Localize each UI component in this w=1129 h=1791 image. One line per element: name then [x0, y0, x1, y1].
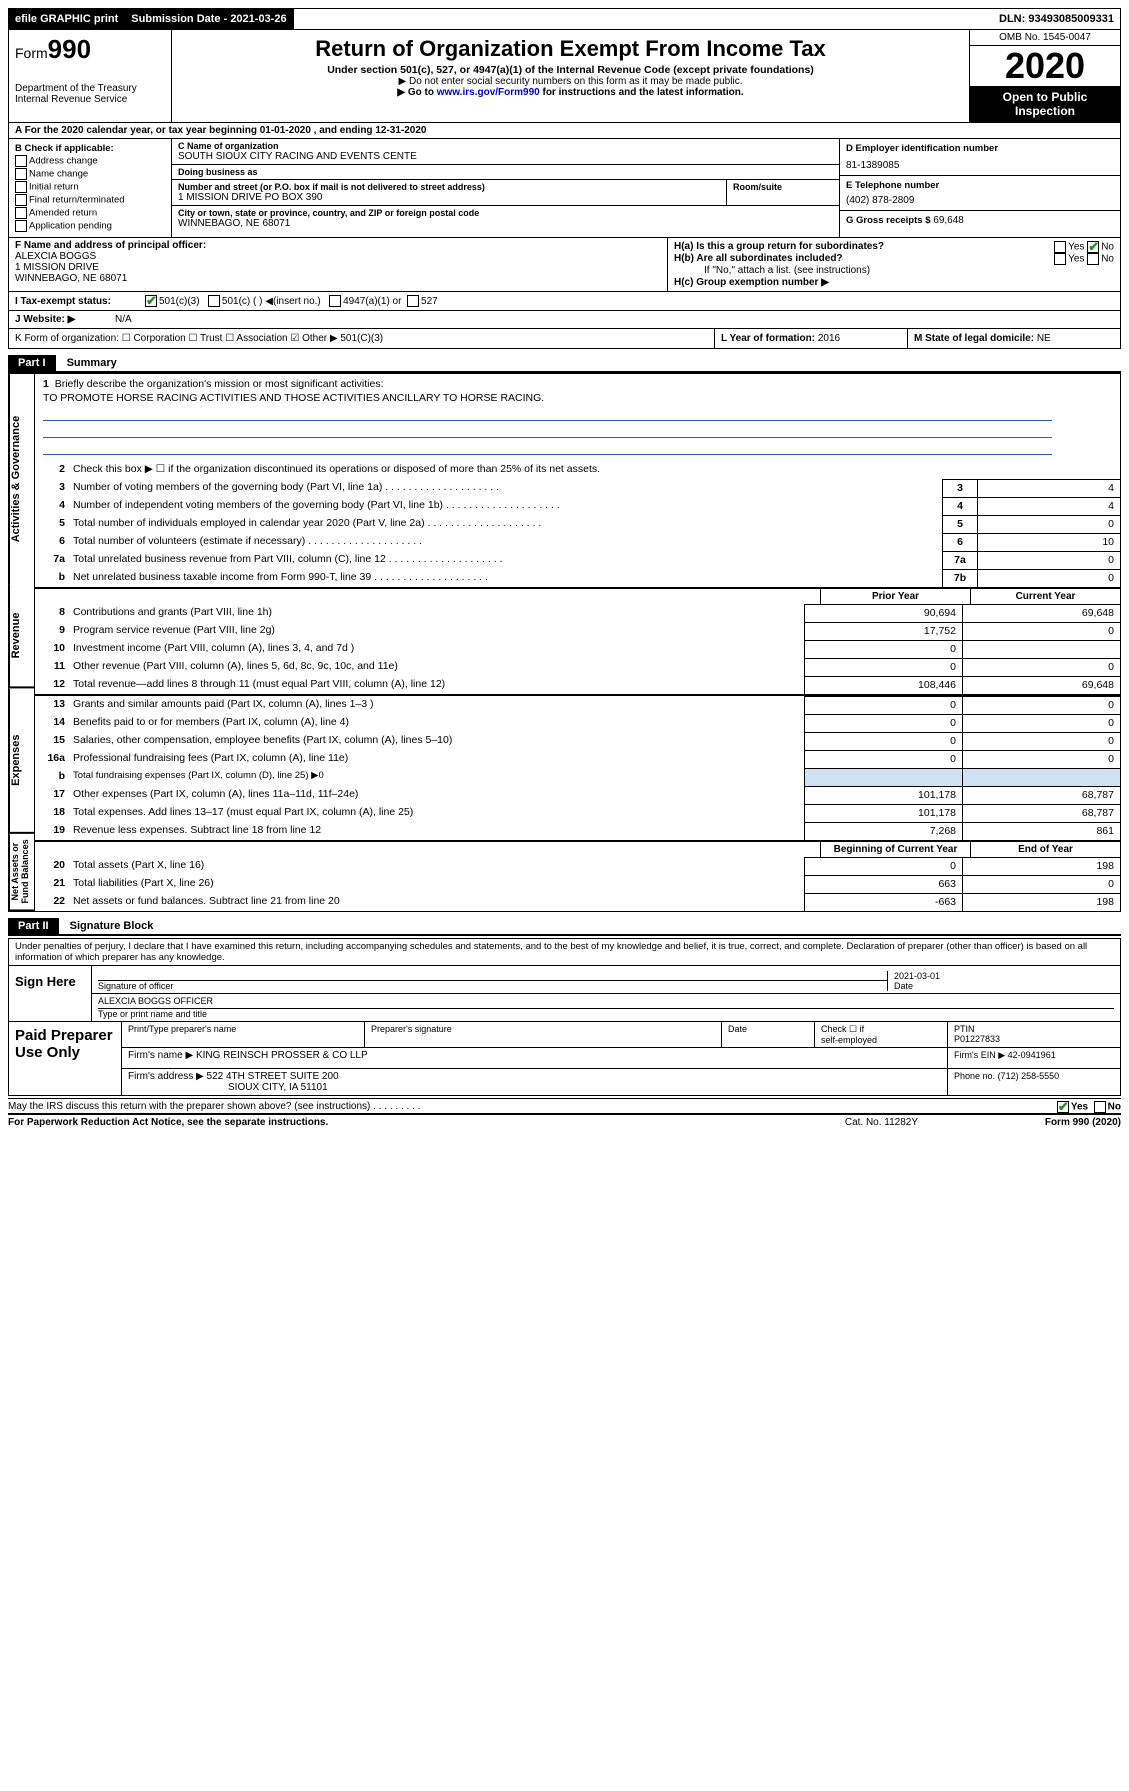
dept-treasury: Department of the Treasury — [15, 83, 165, 94]
year-formation: 2016 — [818, 333, 840, 344]
vtab-expenses: Expenses — [9, 689, 34, 834]
vtab-netassets: Net Assets or Fund Balances — [9, 834, 34, 911]
l10-cy — [962, 640, 1120, 658]
form-ref: Form 990 (2020) — [1045, 1117, 1121, 1128]
firm-name: KING REINSCH PROSSER & CO LLP — [196, 1050, 368, 1061]
l11-py: 0 — [804, 658, 962, 676]
ein: 81-1389085 — [846, 160, 1114, 171]
part-ii-tag: Part II — [8, 918, 59, 934]
l14-cy: 0 — [962, 714, 1120, 732]
row-i-status: I Tax-exempt status: 501(c)(3) 501(c) ( … — [8, 291, 1121, 310]
mission-text: TO PROMOTE HORSE RACING ACTIVITIES AND T… — [43, 390, 1112, 404]
line5-val: 0 — [977, 515, 1120, 533]
org-name: SOUTH SIOUX CITY RACING AND EVENTS CENTE — [178, 151, 833, 162]
officer-name: ALEXCIA BOGGS — [15, 251, 96, 262]
submission-date: Submission Date - 2021-03-26 — [125, 9, 293, 29]
bottom-row: For Paperwork Reduction Act Notice, see … — [8, 1113, 1121, 1128]
row-klm: K Form of organization: ☐ Corporation ☐ … — [8, 329, 1121, 349]
l12-py: 108,446 — [804, 676, 962, 694]
l16a-py: 0 — [804, 750, 962, 768]
sign-here-label: Sign Here — [9, 966, 92, 1021]
l22-cy: 198 — [962, 893, 1120, 911]
form-header: Form990 Department of the Treasury Inter… — [8, 30, 1121, 123]
part-i-title: Summary — [59, 357, 117, 369]
firm-addr1: 522 4TH STREET SUITE 200 — [207, 1071, 339, 1082]
l20-cy: 198 — [962, 857, 1120, 875]
firm-phone: (712) 258-5550 — [998, 1071, 1060, 1081]
efile-topbar: efile GRAPHIC print Submission Date - 20… — [8, 8, 1121, 30]
omb-number: OMB No. 1545-0047 — [970, 30, 1120, 46]
line7b-val: 0 — [977, 569, 1120, 587]
form-number: Form990 — [15, 34, 165, 65]
state-domicile: NE — [1037, 333, 1051, 344]
vtab-revenue: Revenue — [9, 584, 34, 688]
summary-table: Activities & Governance Revenue Expenses… — [8, 373, 1121, 912]
l17-cy: 68,787 — [962, 786, 1120, 804]
telephone: (402) 878-2809 — [846, 195, 1114, 206]
part-ii-title: Signature Block — [62, 920, 154, 932]
line3-val: 4 — [977, 479, 1120, 497]
l14-py: 0 — [804, 714, 962, 732]
efile-label: efile GRAPHIC print — [9, 9, 125, 29]
block-bcd: B Check if applicable: Address change Na… — [8, 139, 1121, 237]
gross-receipts: 69,648 — [933, 215, 964, 226]
line4-val: 4 — [977, 497, 1120, 515]
firm-ein: 42-0941961 — [1008, 1050, 1056, 1060]
cat-no: Cat. No. 11282Y — [845, 1117, 1045, 1128]
line7a-val: 0 — [977, 551, 1120, 569]
form-title: Return of Organization Exempt From Incom… — [178, 36, 963, 62]
l15-cy: 0 — [962, 732, 1120, 750]
dept-irs: Internal Revenue Service — [15, 94, 165, 105]
l18-py: 101,178 — [804, 804, 962, 822]
part-i-tag: Part I — [8, 355, 56, 371]
row-a-period: A For the 2020 calendar year, or tax yea… — [8, 123, 1121, 139]
firm-addr2: SIOUX CITY, IA 51101 — [128, 1082, 328, 1093]
city: WINNEBAGO, NE 68071 — [178, 218, 833, 229]
officer-printed: ALEXCIA BOGGS OFFICER — [98, 996, 213, 1006]
l13-py: 0 — [804, 696, 962, 714]
ptin: P01227833 — [954, 1034, 1000, 1044]
col-d-ids: D Employer identification number 81-1389… — [840, 139, 1120, 237]
form-subtitle-3: ▶ Go to www.irs.gov/Form990 for instruct… — [178, 87, 963, 98]
l10-py: 0 — [804, 640, 962, 658]
l16a-cy: 0 — [962, 750, 1120, 768]
irs-link[interactable]: www.irs.gov/Form990 — [437, 87, 540, 98]
l8-py: 90,694 — [804, 604, 962, 622]
l9-cy: 0 — [962, 622, 1120, 640]
form-subtitle-1: Under section 501(c), 527, or 4947(a)(1)… — [178, 64, 963, 76]
open-public: Open to Public Inspection — [970, 86, 1120, 122]
l22-py: -663 — [804, 893, 962, 911]
l15-py: 0 — [804, 732, 962, 750]
dln: DLN: 93493085009331 — [993, 9, 1120, 29]
l20-py: 0 — [804, 857, 962, 875]
website: N/A — [115, 314, 132, 325]
perjury-declaration: Under penalties of perjury, I declare th… — [9, 939, 1120, 965]
l11-cy: 0 — [962, 658, 1120, 676]
signature-block: Under penalties of perjury, I declare th… — [8, 938, 1121, 1022]
col-b-checkboxes: B Check if applicable: Address change Na… — [9, 139, 172, 237]
form-subtitle-2: ▶ Do not enter social security numbers o… — [178, 76, 963, 87]
form-of-org: K Form of organization: ☐ Corporation ☐ … — [9, 329, 715, 348]
l13-cy: 0 — [962, 696, 1120, 714]
l17-py: 101,178 — [804, 786, 962, 804]
l21-cy: 0 — [962, 875, 1120, 893]
col-c-org: C Name of organization SOUTH SIOUX CITY … — [172, 139, 840, 237]
l18-cy: 68,787 — [962, 804, 1120, 822]
sig-date: 2021-03-01 — [894, 971, 940, 981]
l8-cy: 69,648 — [962, 604, 1120, 622]
l19-py: 7,268 — [804, 822, 962, 840]
l9-py: 17,752 — [804, 622, 962, 640]
preparer-block: Paid Preparer Use Only Print/Type prepar… — [8, 1022, 1121, 1096]
street: 1 MISSION DRIVE PO BOX 390 — [178, 192, 720, 203]
paid-preparer-label: Paid Preparer Use Only — [9, 1022, 122, 1095]
block-fh: F Name and address of principal officer:… — [8, 237, 1121, 291]
discuss-row: May the IRS discuss this return with the… — [8, 1098, 1121, 1113]
l19-cy: 861 — [962, 822, 1120, 840]
vtab-governance: Activities & Governance — [9, 374, 34, 584]
line6-val: 10 — [977, 533, 1120, 551]
row-j-website: J Website: ▶ N/A — [8, 310, 1121, 329]
l12-cy: 69,648 — [962, 676, 1120, 694]
tax-year: 2020 — [970, 46, 1120, 86]
l21-py: 663 — [804, 875, 962, 893]
